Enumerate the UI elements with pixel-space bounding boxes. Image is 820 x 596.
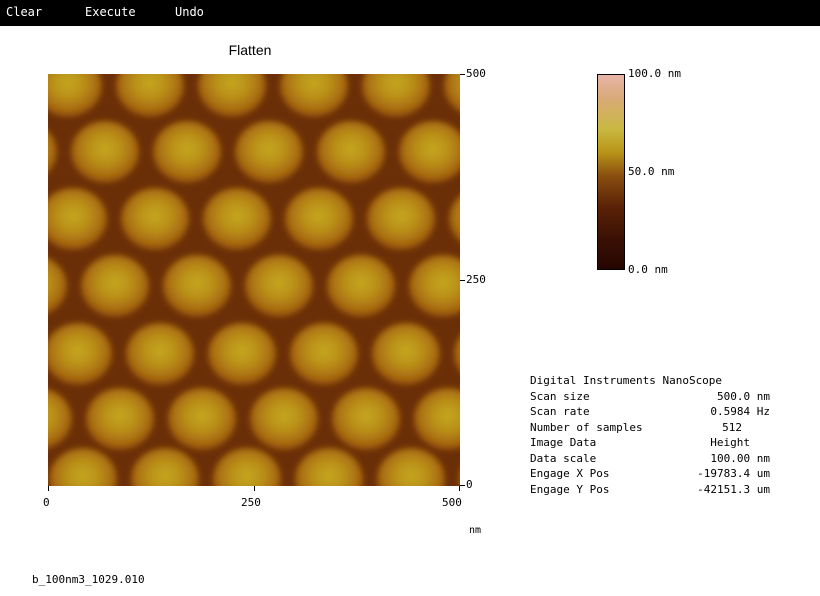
color-scale-max-label: 100.0 nm xyxy=(628,67,681,80)
surface-bump xyxy=(245,255,313,317)
surface-bump xyxy=(208,323,276,385)
surface-bump xyxy=(163,255,231,317)
y-tick-500 xyxy=(460,74,465,75)
surface-bump xyxy=(48,188,107,250)
surface-bump xyxy=(414,388,460,450)
surface-bump xyxy=(250,388,318,450)
scan-info-panel: Digital Instruments NanoScope Scan size 5… xyxy=(530,373,770,497)
info-key: Engage X Pos xyxy=(530,467,610,480)
execute-menu-item[interactable]: Execute xyxy=(85,5,136,19)
surface-bump xyxy=(290,323,358,385)
info-key: Engage Y Pos xyxy=(530,482,610,496)
surface-bump xyxy=(449,196,460,242)
surface-bump xyxy=(48,258,67,314)
y-tick-label-0: 0 xyxy=(466,478,473,491)
info-key: Scan rate xyxy=(530,405,590,418)
info-row: Number of samples 512 xyxy=(530,420,770,436)
y-tick-0 xyxy=(460,485,465,486)
afm-height-image xyxy=(48,74,460,486)
surface-bump xyxy=(71,121,139,183)
surface-bump xyxy=(454,336,460,372)
info-value: 500.0 nm xyxy=(717,389,770,403)
instrument-name: Digital Instruments NanoScope xyxy=(530,374,723,387)
y-tick-250 xyxy=(460,280,465,281)
x-tick-label-0: 0 xyxy=(43,496,50,509)
clear-menu-item[interactable]: Clear xyxy=(6,5,43,19)
info-row: Engage Y Pos -42151.3 um xyxy=(530,482,770,498)
x-tick-500 xyxy=(459,486,460,491)
info-value: 0.5984 Hz xyxy=(710,405,770,418)
info-row: Image Data Height xyxy=(530,435,770,451)
surface-bump xyxy=(153,121,221,183)
x-tick-250 xyxy=(254,486,255,491)
surface-bump xyxy=(116,74,184,117)
info-row: Engage X Pos -19783.4 um xyxy=(530,466,770,482)
surface-bump xyxy=(121,188,189,250)
surface-bump xyxy=(367,188,435,250)
y-tick-label-500: 500 xyxy=(466,67,486,80)
info-value: 100.00 nm xyxy=(710,451,770,465)
surface-bump xyxy=(295,448,363,486)
x-tick-0 xyxy=(48,486,49,491)
plot-title: Flatten xyxy=(228,42,272,58)
menu-bar: Clear Execute Undo xyxy=(0,0,820,26)
surface-bump xyxy=(285,188,353,250)
surface-bump xyxy=(48,389,72,449)
surface-bump xyxy=(203,188,271,250)
file-name: b_100nm3_1029.010 xyxy=(32,573,145,586)
y-tick-label-250: 250 xyxy=(466,273,486,286)
surface-bump xyxy=(409,255,460,317)
surface-bump xyxy=(168,388,236,450)
surface-bump xyxy=(399,121,460,183)
surface-bump xyxy=(86,388,154,450)
info-key: Data scale xyxy=(530,451,597,465)
info-value: 512 xyxy=(722,420,742,434)
height-color-scale xyxy=(597,74,625,270)
surface-bump xyxy=(48,323,112,385)
surface-bump xyxy=(235,121,303,183)
info-row: Scan size 500.0 nm xyxy=(530,389,770,405)
info-key: Image Data xyxy=(530,436,597,449)
surface-bump xyxy=(131,448,199,486)
surface-bump xyxy=(48,131,57,173)
surface-bump xyxy=(48,74,102,117)
surface-bump xyxy=(459,471,460,486)
x-unit-label: nm xyxy=(469,525,482,536)
info-key: Scan size xyxy=(530,389,590,403)
surface-bump xyxy=(49,448,117,486)
color-scale-min-label: 0.0 nm xyxy=(628,263,668,276)
x-tick-label-500: 500 xyxy=(442,496,462,509)
info-value: -19783.4 um xyxy=(697,467,770,480)
info-key: Number of samples xyxy=(530,420,643,434)
color-scale-mid-label: 50.0 nm xyxy=(628,165,675,178)
surface-bump xyxy=(362,74,430,117)
surface-bump xyxy=(377,448,445,486)
surface-bump xyxy=(280,74,348,117)
surface-bump xyxy=(81,255,149,317)
info-row: Data scale 100.00 nm xyxy=(530,451,770,467)
surface-bump xyxy=(126,323,194,385)
surface-bump xyxy=(327,255,395,317)
x-tick-label-250: 250 xyxy=(241,496,261,509)
surface-bump xyxy=(332,388,400,450)
surface-bump xyxy=(198,74,266,117)
undo-menu-item[interactable]: Undo xyxy=(175,5,204,19)
surface-bump xyxy=(213,448,281,486)
surface-bump xyxy=(372,323,440,385)
info-value: Height xyxy=(710,436,750,449)
info-row: Scan rate 0.5984 Hz xyxy=(530,404,770,420)
surface-bump xyxy=(444,74,460,113)
info-value: -42151.3 um xyxy=(697,482,770,496)
surface-bump xyxy=(317,121,385,183)
